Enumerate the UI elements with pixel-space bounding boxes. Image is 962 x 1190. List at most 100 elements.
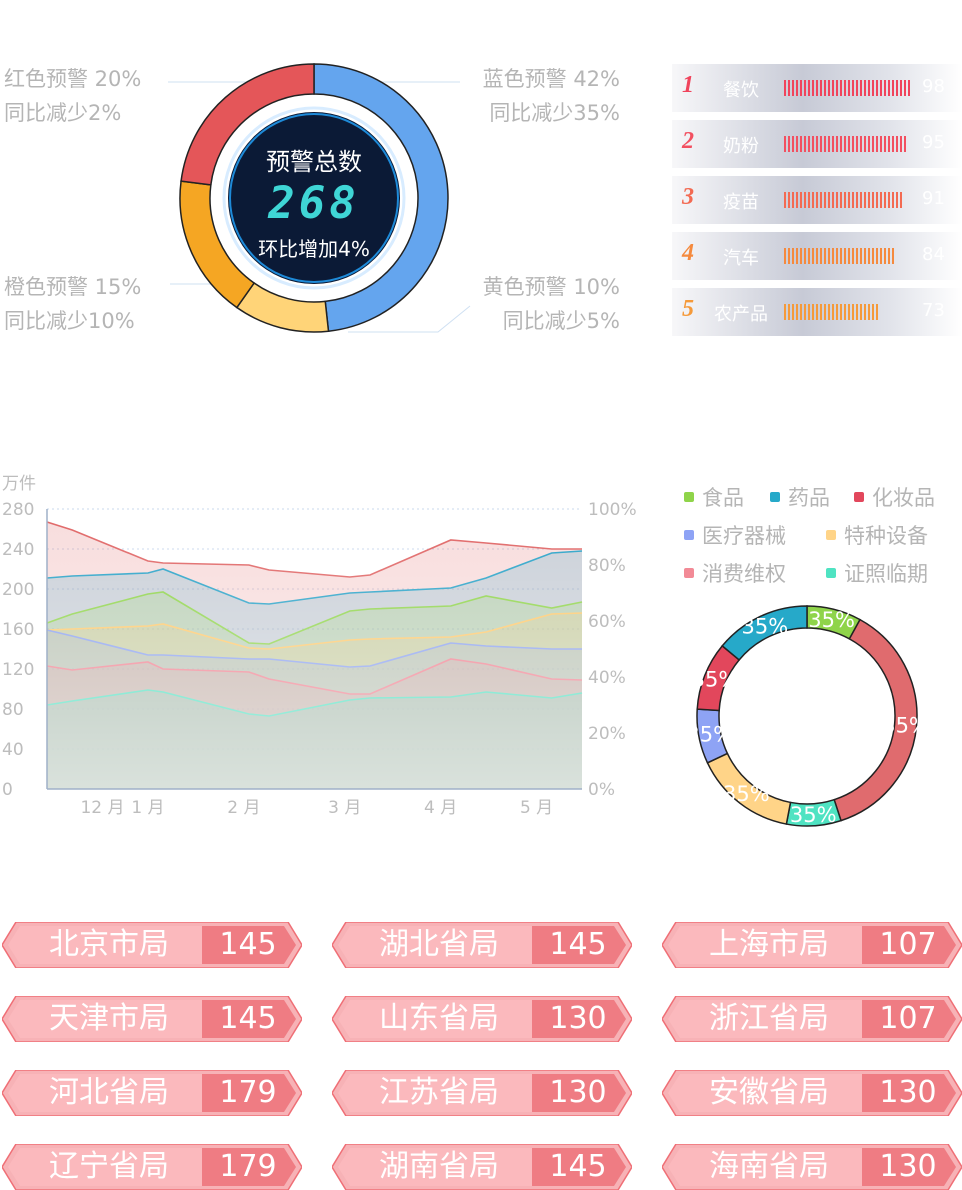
rank-bar-tick [864, 248, 866, 264]
rank-bar-tick [860, 80, 862, 96]
rank-value: 98 [922, 76, 945, 97]
rank-bar-tick [824, 304, 826, 320]
warning-label-yellow: 黄色预警 10% 同比减少5% [483, 270, 620, 338]
bureau-tag[interactable]: 海南省局 130 [662, 1144, 962, 1190]
bureau-tag[interactable]: 浙江省局 107 [662, 996, 962, 1042]
bureau-name: 安徽省局 [676, 1074, 862, 1112]
rank-bar-tick [792, 304, 794, 320]
rank-bar-tick [880, 248, 882, 264]
legend-label: 证照临期 [844, 562, 928, 586]
bureau-tag[interactable]: 安徽省局 130 [662, 1070, 962, 1116]
bureau-name: 北京市局 [16, 926, 202, 964]
rank-bar-tick [868, 136, 870, 152]
bureau-value: 145 [532, 926, 624, 964]
legend-item-cosmetics[interactable]: 化妆品 [854, 482, 935, 512]
warning-label-orange: 橙色预警 15% 同比减少10% [4, 270, 141, 338]
legend-swatch [684, 568, 694, 578]
rank-label: 奶粉 [708, 132, 774, 158]
ranking-row[interactable]: 2 奶粉 95 [672, 120, 962, 168]
rank-bar-tick [816, 248, 818, 264]
rank-bar-tick [812, 192, 814, 208]
rank-bar-tick [808, 80, 810, 96]
ranking-row[interactable]: 3 疫苗 91 [672, 176, 962, 224]
legend-label: 消费维权 [702, 562, 786, 586]
y2-tick-label: 100% [588, 500, 637, 520]
warning-total-change: 环比增加4% [234, 233, 394, 262]
rank-number: 1 [682, 72, 702, 99]
rank-bar-tick [800, 136, 802, 152]
x-tick-label: 12 月 [80, 798, 124, 818]
y-tick-label: 80 [2, 700, 24, 720]
legend-item-special-equipment[interactable]: 特种设备 [826, 520, 928, 550]
rank-bar-tick [896, 136, 898, 152]
rank-bar-tick [856, 80, 858, 96]
ranking-row[interactable]: 5 农产品 73 [672, 288, 962, 336]
rank-bar-tick [904, 80, 906, 96]
rank-bar-tick [848, 248, 850, 264]
bureau-tag[interactable]: 辽宁省局 179 [2, 1144, 302, 1190]
y2-tick-label: 40% [588, 668, 626, 688]
y-tick-label: 0 [2, 780, 13, 800]
rank-bar-tick [876, 80, 878, 96]
bureau-name: 海南省局 [676, 1148, 862, 1186]
y2-tick-label: 80% [588, 556, 626, 576]
rank-bar-tick [888, 136, 890, 152]
bureau-name: 河北省局 [16, 1074, 202, 1112]
y-tick-label: 200 [2, 580, 34, 600]
rank-bar-tick [840, 304, 842, 320]
rank-number: 3 [682, 184, 702, 211]
rank-bar-tick [804, 304, 806, 320]
rank-bar-tick [812, 304, 814, 320]
rank-bar-tick [900, 192, 902, 208]
rank-bar-tick [884, 192, 886, 208]
bureau-tag[interactable]: 湖南省局 145 [332, 1144, 632, 1190]
y-tick-label: 120 [2, 660, 34, 680]
y-tick-label: 280 [2, 500, 34, 520]
warning-arc-yellow[interactable] [237, 283, 329, 332]
rank-bar [784, 303, 914, 321]
rank-bar-tick [880, 80, 882, 96]
rank-bar-tick [804, 136, 806, 152]
rank-bar-tick [884, 136, 886, 152]
bureau-tag[interactable]: 河北省局 179 [2, 1070, 302, 1116]
legend-item-medical-device[interactable]: 医疗器械 [684, 520, 786, 550]
legend-swatch [826, 568, 836, 578]
rank-bar-tick [840, 192, 842, 208]
rank-bar-tick [800, 248, 802, 264]
rank-bar-tick [792, 248, 794, 264]
rank-bar-tick [872, 304, 874, 320]
bureau-tag[interactable]: 湖北省局 145 [332, 922, 632, 968]
rank-bar-tick [832, 136, 834, 152]
legend-item-drug[interactable]: 药品 [770, 482, 830, 512]
chart-area-series [47, 509, 582, 789]
rank-bar-tick [852, 248, 854, 264]
bureau-tag[interactable]: 天津市局 145 [2, 996, 302, 1042]
x-tick-label: 1 月 [131, 798, 164, 818]
ranking-row[interactable]: 4 汽车 84 [672, 232, 962, 280]
rank-bar-tick [792, 136, 794, 152]
legend-item-consumer-rights[interactable]: 消费维权 [684, 558, 786, 588]
rank-value: 84 [922, 244, 945, 265]
rank-bar-tick [808, 248, 810, 264]
legend-swatch [826, 530, 836, 540]
warning-blue-name: 蓝色预警 42% [483, 62, 620, 96]
rank-bar-tick [820, 248, 822, 264]
rank-bar-tick [792, 80, 794, 96]
bureau-tag[interactable]: 上海市局 107 [662, 922, 962, 968]
legend-item-food[interactable]: 食品 [684, 482, 744, 512]
rank-bar-tick [892, 248, 894, 264]
bureau-tag[interactable]: 北京市局 145 [2, 922, 302, 968]
bureau-tag[interactable]: 江苏省局 130 [332, 1070, 632, 1116]
x-tick-label: 5 月 [520, 798, 553, 818]
y-axis-ticks: 04080120160200240280 [2, 500, 34, 800]
rank-bar-tick [828, 248, 830, 264]
bureau-name: 山东省局 [346, 1000, 532, 1038]
legend-item-license-expiry[interactable]: 证照临期 [826, 558, 928, 588]
warning-yellow-name: 黄色预警 10% [483, 270, 620, 304]
bureau-tag[interactable]: 山东省局 130 [332, 996, 632, 1042]
ranking-row[interactable]: 1 餐饮 98 [672, 64, 962, 112]
rank-bar-tick [840, 136, 842, 152]
rank-bar-tick [800, 192, 802, 208]
rank-bar-tick [856, 248, 858, 264]
category-slice-label: 35% [882, 713, 929, 737]
